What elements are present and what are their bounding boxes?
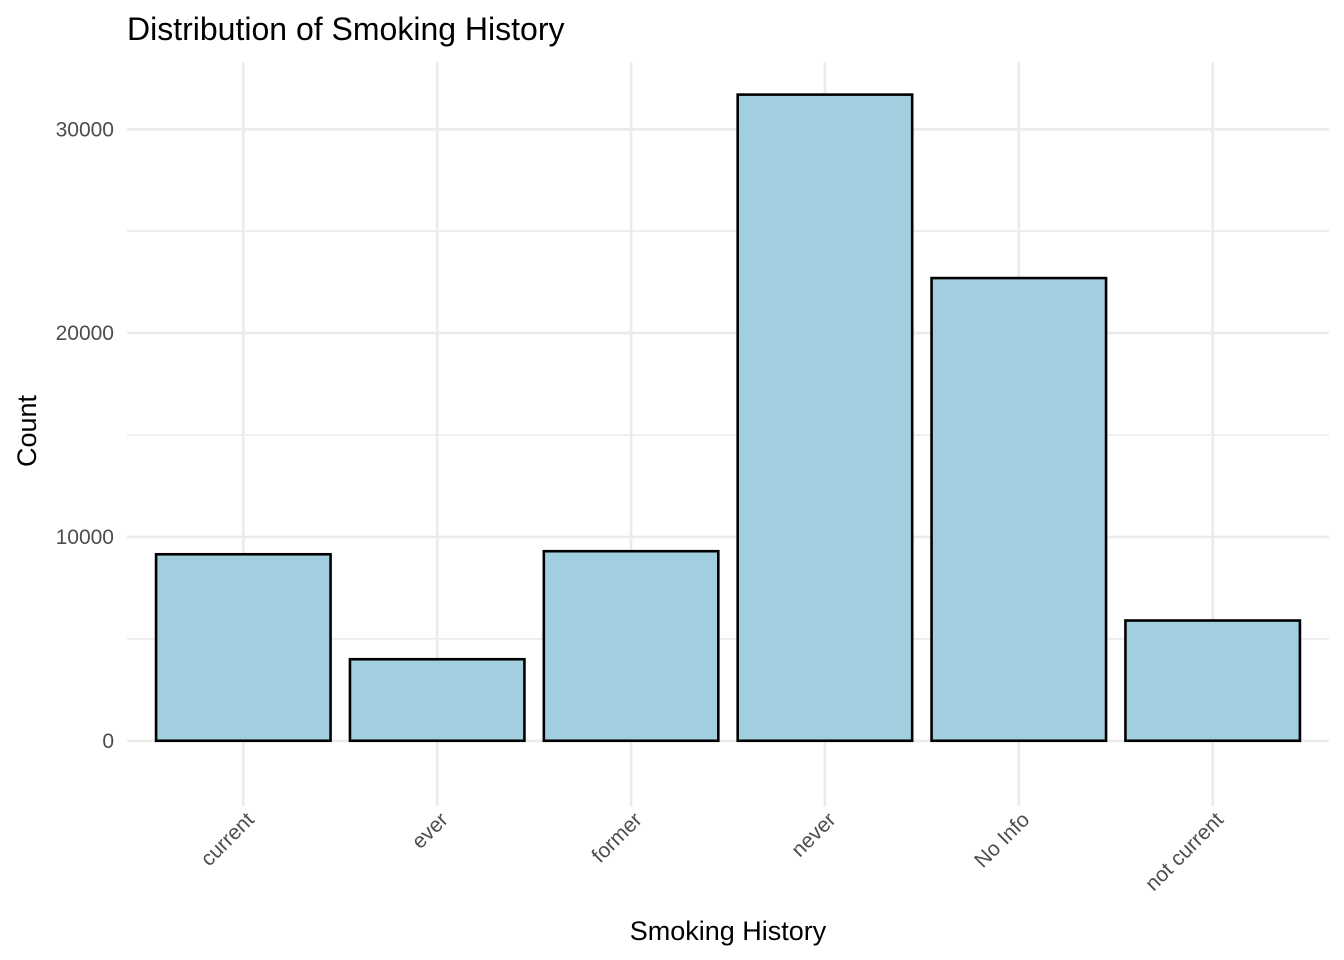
x-tick-label: former (587, 808, 646, 867)
x-tick-label: ever (408, 808, 453, 853)
x-axis-title: Smoking History (630, 916, 827, 946)
bar-not-current (1124, 619, 1302, 743)
bar-ever (348, 657, 526, 743)
y-tick-label: 0 (102, 730, 114, 753)
bar-never (736, 93, 914, 743)
x-tick-labels: current ever former never No Info not current (196, 808, 1228, 895)
chart-title: Distribution of Smoking History (127, 11, 564, 47)
y-tick-label: 20000 (56, 322, 114, 345)
x-tick-label: not current (1141, 808, 1228, 895)
x-tick-label: current (196, 808, 259, 871)
x-tick-label: never (787, 808, 840, 861)
bars (154, 93, 1302, 743)
bar-current (154, 552, 332, 743)
bar-former (542, 549, 720, 743)
x-tick-label: No Info (970, 808, 1034, 872)
y-axis-title: Count (12, 394, 42, 467)
y-tick-label: 30000 (56, 118, 114, 141)
y-tick-label: 10000 (56, 526, 114, 549)
bar-no-info (930, 276, 1108, 743)
y-tick-labels: 0 10000 20000 30000 (56, 118, 114, 753)
